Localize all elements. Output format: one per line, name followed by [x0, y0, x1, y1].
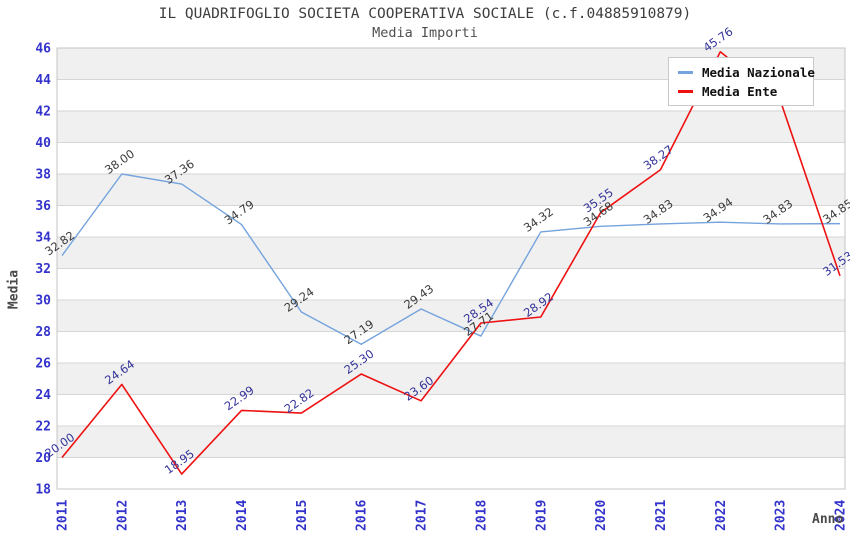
x-tick-label: 2016 — [355, 500, 370, 531]
series-line-media-nazionale — [61, 173, 841, 345]
x-tick-label: 2018 — [474, 500, 489, 531]
x-tick-label: 2014 — [235, 500, 250, 531]
grid-band — [57, 111, 845, 143]
grid-band — [57, 205, 845, 237]
y-tick-label: 40 — [35, 136, 51, 151]
chart-subtitle: Media Importi — [372, 25, 478, 41]
grid-band — [57, 237, 845, 269]
x-tick-label: 2017 — [415, 500, 430, 531]
y-tick-label: 24 — [35, 388, 51, 403]
y-tick-label: 20 — [35, 451, 51, 466]
grid-band — [57, 142, 845, 174]
grid-band — [57, 268, 845, 300]
grid-band — [57, 426, 845, 458]
y-tick-label: 36 — [35, 199, 51, 214]
y-tick-label: 18 — [35, 483, 51, 498]
x-tick-label: 2015 — [295, 500, 310, 531]
y-tick-label: 46 — [35, 42, 51, 57]
legend-item-media-nazionale: Media Nazionale — [669, 63, 815, 82]
legend: Media Nazionale Media Ente — [668, 57, 815, 106]
y-tick-label: 42 — [35, 105, 51, 120]
x-tick-label: 2019 — [534, 500, 549, 531]
y-tick-label: 34 — [35, 231, 51, 246]
x-tick-label: 2021 — [654, 500, 669, 531]
y-tick-label: 38 — [35, 168, 51, 183]
x-tick-label: 2012 — [115, 500, 130, 531]
x-tick-label: 2023 — [774, 500, 789, 531]
x-tick-label: 2024 — [834, 500, 849, 531]
y-tick-label: 32 — [35, 262, 51, 277]
grid-band — [57, 363, 845, 395]
y-tick-label: 22 — [35, 420, 51, 435]
legend-item-media-ente: Media Ente — [669, 82, 813, 101]
grid-band — [57, 174, 845, 206]
grid-band — [57, 331, 845, 363]
x-tick-label: 2020 — [594, 500, 609, 531]
y-tick-label: 30 — [35, 294, 51, 309]
legend-label-media-nazionale: Media Nazionale — [702, 65, 815, 80]
y-tick-label: 26 — [35, 357, 51, 372]
media-nazionale-swatch — [678, 71, 693, 74]
x-tick-label: 2022 — [714, 500, 729, 531]
y-tick-label: 28 — [35, 325, 51, 340]
legend-label-media-ente: Media Ente — [702, 84, 778, 99]
y-tick-label: 44 — [35, 73, 51, 88]
grid-band — [57, 300, 845, 332]
x-tick-label: 2013 — [175, 500, 190, 531]
y-axis-title: Media — [6, 269, 22, 310]
media-ente-swatch — [678, 90, 693, 93]
plot-border — [56, 47, 846, 490]
grid-band — [57, 457, 845, 489]
x-axis-title: Anno — [812, 512, 844, 527]
chart-title: IL QUADRIFOGLIO SOCIETA COOPERATIVA SOCI… — [158, 6, 692, 22]
grid-band — [57, 394, 845, 426]
x-tick-label: 2011 — [56, 500, 71, 531]
